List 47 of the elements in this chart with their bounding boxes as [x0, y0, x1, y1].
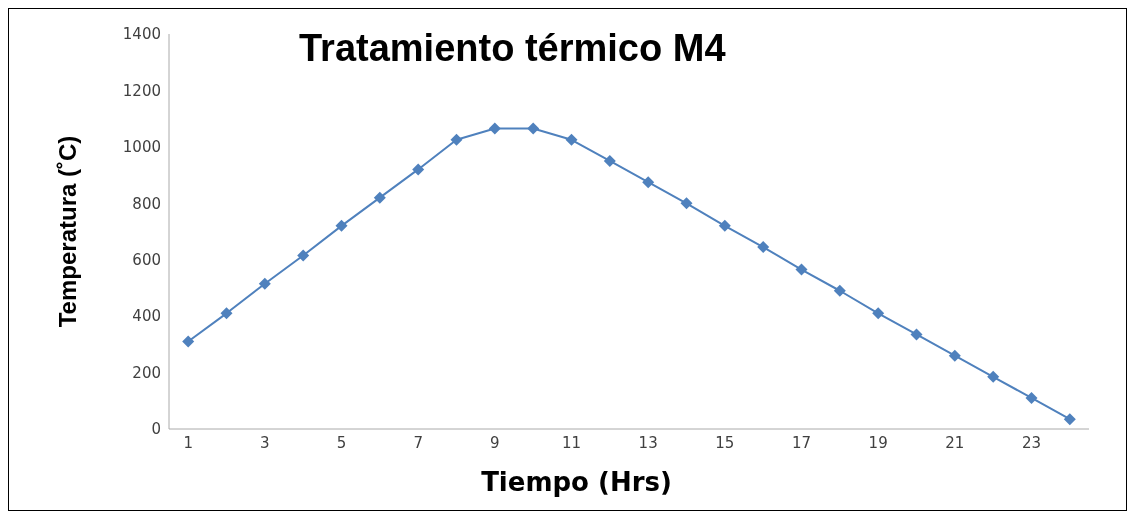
x-tick-label: 7 [413, 433, 423, 452]
y-tick-label: 1200 [122, 81, 161, 100]
x-tick-label: 21 [945, 433, 965, 452]
x-tick-label: 1 [183, 433, 193, 452]
point [527, 122, 540, 135]
y-tick-label: 800 [132, 194, 161, 213]
point [488, 122, 501, 135]
x-tick-label: 11 [561, 433, 582, 452]
y-tick-label: 0 [151, 420, 161, 439]
point [373, 191, 386, 204]
point [795, 263, 808, 276]
point [450, 133, 463, 146]
point [872, 307, 885, 320]
point [258, 277, 271, 290]
point [565, 133, 578, 146]
point [833, 284, 846, 297]
x-tick-label: 13 [638, 433, 658, 452]
x-tick-label: 5 [336, 433, 347, 452]
y-tick-label: 600 [132, 251, 161, 270]
y-tick-label: 400 [132, 307, 161, 326]
point [1025, 391, 1038, 404]
chart-title: Tratamiento térmico M4 [299, 27, 726, 70]
point [987, 370, 1000, 383]
y-axis-title: Temperatura (˚C) [53, 135, 81, 328]
x-tick-label: 3 [260, 433, 270, 452]
x-axis-title: Tiempo (Hrs) [480, 467, 673, 497]
point [412, 163, 425, 176]
point [910, 328, 923, 341]
y-tick-label: 1400 [122, 25, 161, 44]
x-tick-label: 15 [715, 433, 735, 452]
point [297, 249, 310, 262]
x-tick-label: 17 [791, 433, 812, 452]
point [642, 176, 655, 189]
x-tick-label: 9 [490, 433, 500, 452]
x-tick-label: 19 [868, 433, 888, 452]
point [757, 241, 770, 254]
point [718, 219, 731, 232]
point [220, 307, 233, 320]
point [948, 349, 961, 362]
y-tick-label: 200 [132, 363, 161, 382]
point [603, 154, 616, 167]
point [1063, 413, 1076, 426]
point [680, 197, 693, 210]
point [182, 335, 195, 348]
x-tick-label: 23 [1021, 433, 1042, 452]
point [335, 219, 348, 232]
y-tick-label: 1000 [122, 138, 161, 157]
